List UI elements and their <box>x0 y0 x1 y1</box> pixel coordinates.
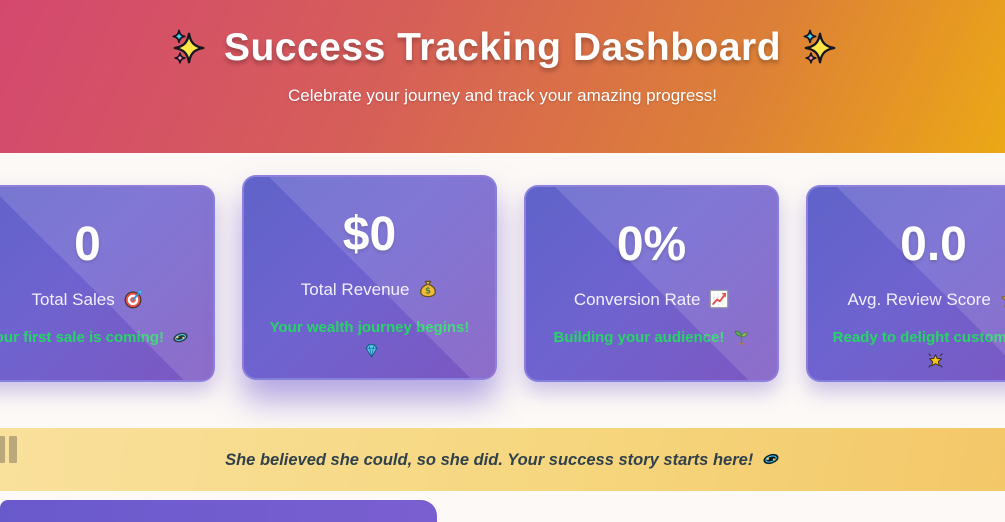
header-banner: Success Tracking Dashboard Celebrate you… <box>0 0 1005 153</box>
seedling-icon <box>733 329 750 346</box>
stat-value: 0.0 <box>900 218 967 271</box>
stats-card-row[interactable]: 0 Total Sales Your first sale is coming! <box>0 175 1005 390</box>
stat-value: 0 <box>74 218 101 271</box>
star-icon <box>1000 289 1005 309</box>
stat-message: Your first sale is coming! <box>0 327 195 350</box>
stat-value: 0% <box>616 218 687 271</box>
stat-card-total-sales[interactable]: 0 Total Sales Your first sale is coming! <box>0 185 215 382</box>
galaxy-icon <box>172 329 189 346</box>
stat-value: $0 <box>342 208 397 261</box>
stat-label-text: Conversion Rate <box>573 290 701 309</box>
quote-text-content: She believed she could, so she did. Your… <box>225 450 754 469</box>
glowing-star-icon <box>927 352 944 369</box>
chart-increasing-icon <box>709 289 729 309</box>
stat-message-text: Your wealth journey begins! <box>269 319 470 336</box>
sparkles-icon <box>801 29 839 67</box>
galaxy-icon <box>762 450 780 468</box>
stat-message-text: Your first sale is coming! <box>0 329 164 346</box>
stat-label: Total Revenue $ <box>262 279 477 300</box>
svg-text:$: $ <box>425 287 431 297</box>
stat-message: Your wealth journey begins! <box>262 317 477 362</box>
stat-label: Avg. Review Score <box>826 289 1005 310</box>
header-subtitle: Celebrate your journey and track your am… <box>288 86 717 105</box>
page-title: Success Tracking Dashboard <box>223 26 782 69</box>
quote-mark-icon <box>0 436 17 463</box>
stat-card-avg-review-score[interactable]: 0.0 Avg. Review Score Ready to delight c… <box>806 185 1005 382</box>
next-section-card-peek <box>0 500 437 522</box>
stat-message: Ready to delight customers! <box>826 327 1005 372</box>
sparkles-icon <box>170 29 208 67</box>
stat-label-text: Avg. Review Score <box>847 290 991 309</box>
gem-icon <box>363 342 380 359</box>
stat-label: Total Sales <box>0 289 195 310</box>
stat-label: Conversion Rate <box>544 289 759 310</box>
target-icon <box>123 289 144 309</box>
stat-message: Building your audience! <box>544 327 759 350</box>
motivational-quote-bar: She believed she could, so she did. Your… <box>0 428 1005 491</box>
stat-message-text: Ready to delight customers! <box>832 329 1005 346</box>
stat-card-total-revenue[interactable]: $0 Total Revenue $ Your wealth journey b… <box>242 175 497 380</box>
stat-card-conversion-rate[interactable]: 0% Conversion Rate Building your audienc… <box>524 185 779 382</box>
stat-label-text: Total Revenue <box>300 280 410 299</box>
money-bag-icon: $ <box>418 279 438 299</box>
stat-label-text: Total Sales <box>31 290 115 309</box>
quote-text: She believed she could, so she did. Your… <box>225 450 780 470</box>
stat-message-text: Building your audience! <box>553 329 725 346</box>
